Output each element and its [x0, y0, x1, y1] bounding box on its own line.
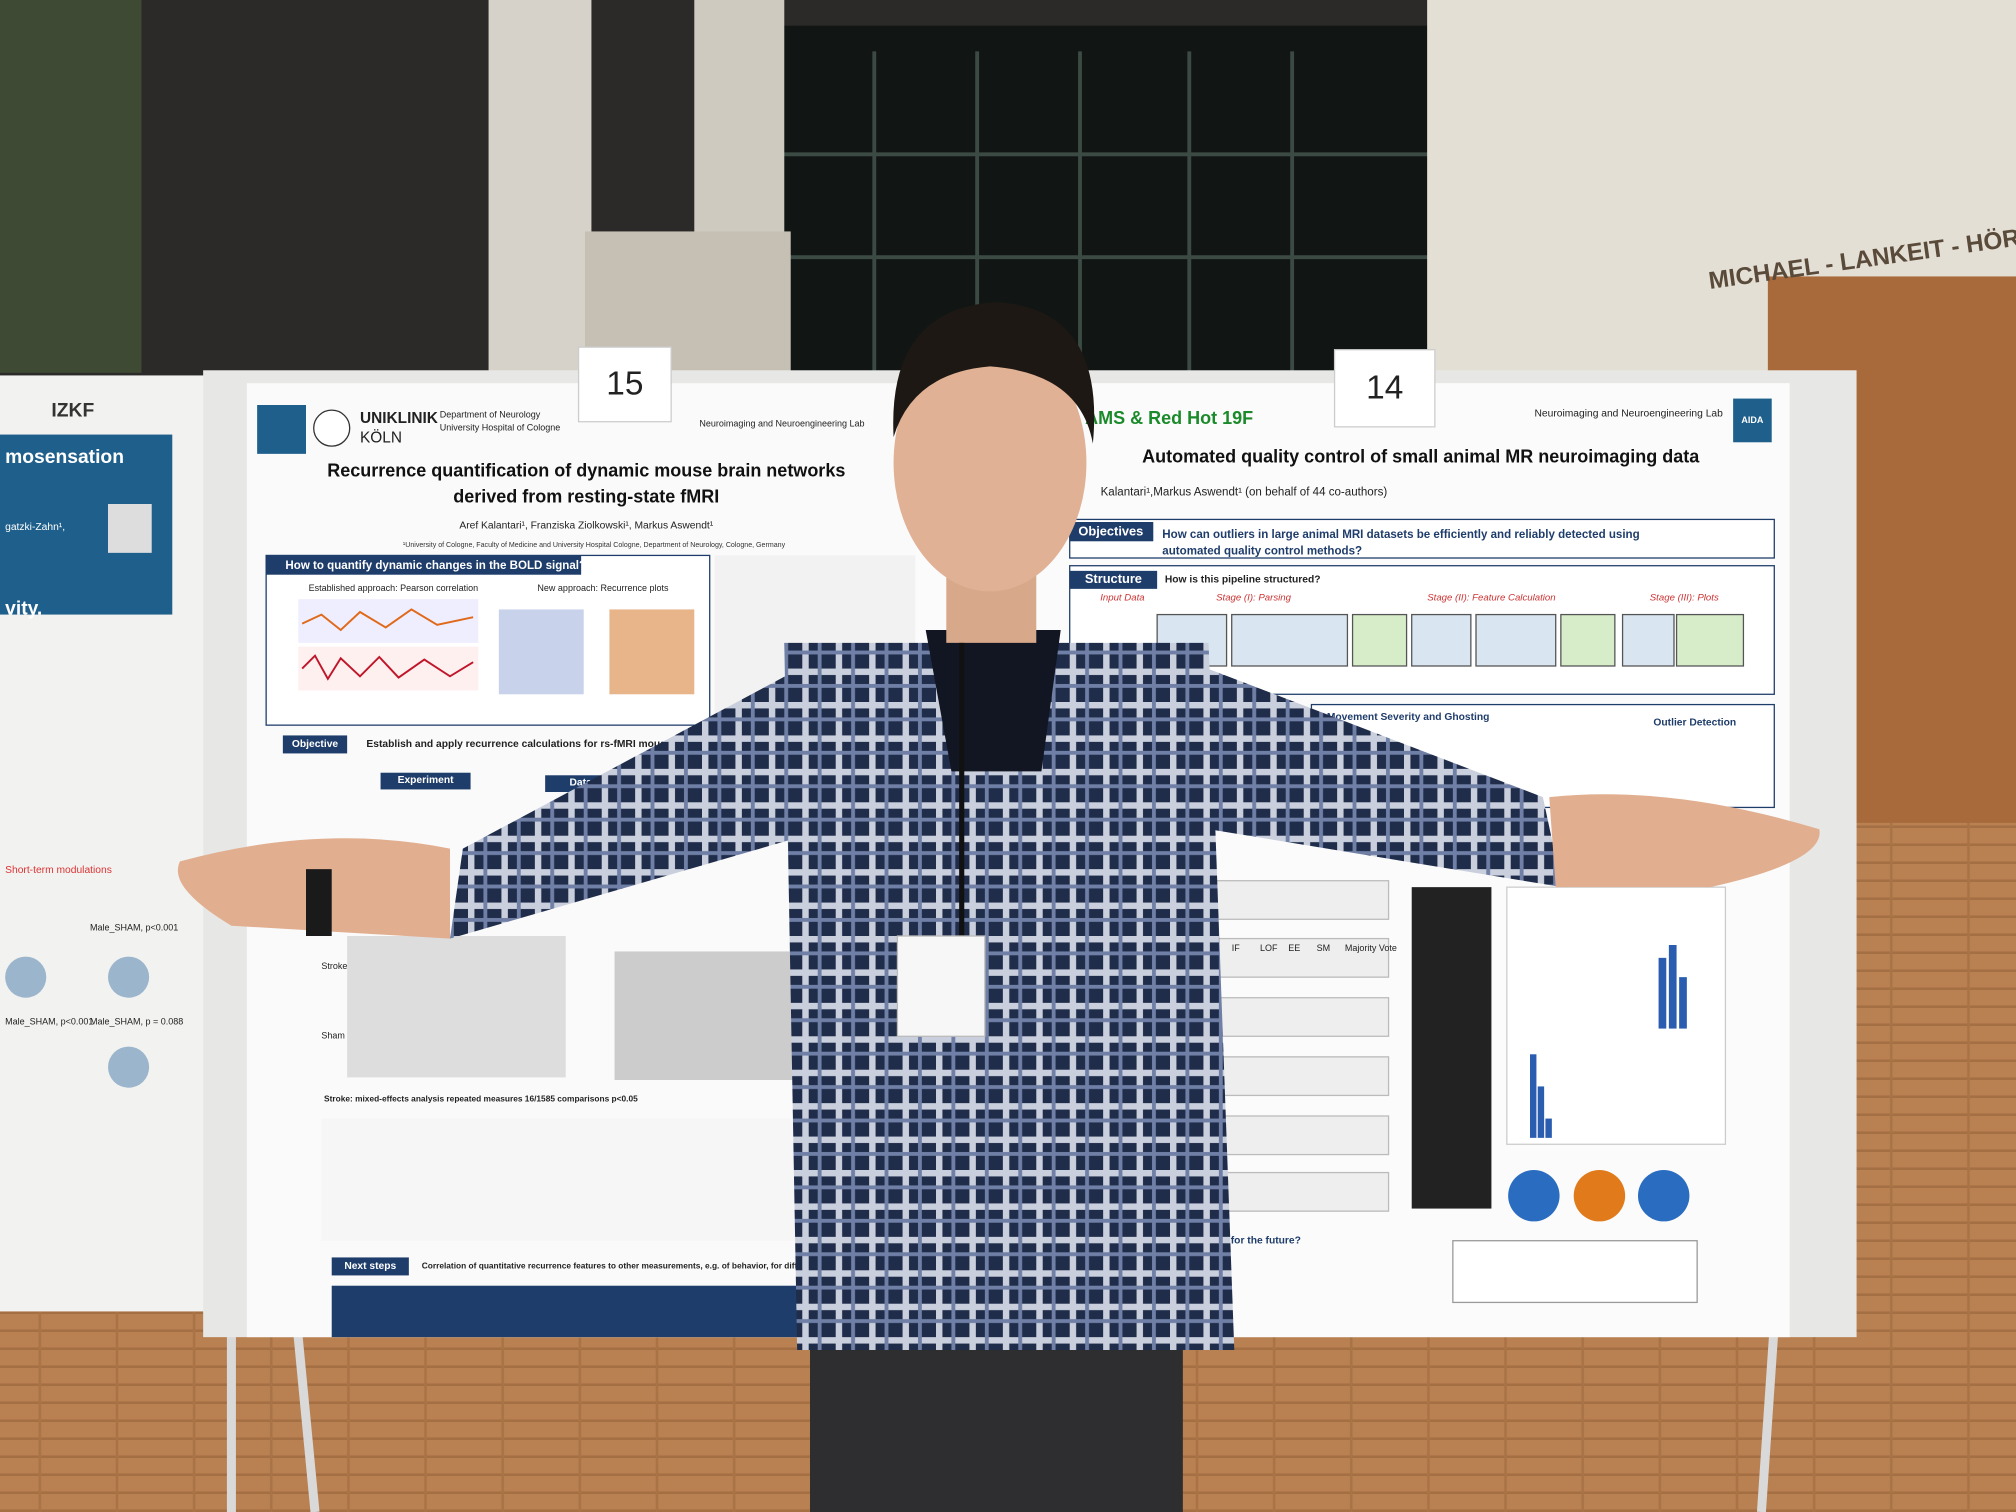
- timeseries-plot: [298, 646, 479, 691]
- boxplots: [321, 1118, 810, 1241]
- table-header: IF: [1232, 943, 1241, 953]
- logo: IZKF: [51, 401, 94, 422]
- label: Established approach: Pearson correlatio…: [309, 583, 479, 593]
- authors: Aref Kalantari¹, Franziska Ziolkowski¹, …: [459, 521, 713, 532]
- pillar: [488, 0, 592, 373]
- person: [177, 302, 1820, 1512]
- timeseries: [301, 608, 474, 632]
- number-card: [1333, 349, 1436, 428]
- recurrence-grid: [614, 951, 808, 1080]
- board-number: 15: [606, 366, 643, 403]
- brain-figure: [108, 1046, 150, 1088]
- heading-fragment: vity.: [5, 599, 42, 620]
- logo-box: [1733, 398, 1772, 443]
- objective: How can outliers in large animal MRI dat…: [1162, 529, 1639, 541]
- section-box: [1069, 518, 1775, 559]
- section-heading: Next steps: [344, 1261, 396, 1272]
- stage-label: Stage (II): Feature Calculation: [1427, 592, 1555, 603]
- section-header: [282, 735, 348, 754]
- number-card: [577, 346, 672, 423]
- lab: Neuroimaging and Neuroengineering Lab: [1535, 409, 1724, 420]
- institution: KÖLN: [360, 429, 402, 447]
- structure-question: How is this pipeline structured?: [1165, 575, 1321, 586]
- recurrence-grid: [347, 936, 566, 1078]
- histogram-bars: [1530, 945, 1687, 1138]
- section-heading: Experiment: [398, 775, 454, 786]
- stage-label: Stage (III): Plots: [1650, 592, 1719, 603]
- logo: AIDA: [1741, 415, 1763, 425]
- poster-title: derived from resting-state fMRI: [453, 486, 719, 506]
- institution: UNIKLINIK: [360, 410, 438, 427]
- affiliation: ¹University of Cologne, Faculty of Medic…: [403, 541, 786, 549]
- recurrence-plot: [609, 609, 695, 695]
- section-header: [1069, 570, 1158, 589]
- next-steps: Correlation of quantitative recurrence f…: [422, 1261, 845, 1271]
- pie: [1638, 1170, 1690, 1222]
- label: New approach: Recurrence plots: [537, 583, 669, 593]
- timeseries: [301, 654, 474, 681]
- window-wall: [771, 25, 1440, 373]
- poster-title: Recurrence quantification of dynamic mou…: [327, 461, 845, 481]
- stat-label: Male_SHAM, p<0.001: [5, 1017, 93, 1027]
- authors: Kalantari¹,Markus Aswendt¹ (on behalf of…: [1101, 486, 1388, 498]
- table-header: Majority Vote: [1345, 943, 1397, 953]
- mri-thumbnails: [1411, 887, 1492, 1209]
- board-number: 14: [1366, 369, 1403, 406]
- poster-title: Automated quality control of small anima…: [1142, 446, 1700, 466]
- lab: Neuroimaging and Neuroengineering Lab: [699, 419, 864, 429]
- matrix-plot: [498, 609, 584, 695]
- group-label: Sham: [321, 1031, 345, 1041]
- stage-label: Input Data: [1100, 592, 1145, 603]
- objective: Establish and apply recurrence calculati…: [366, 739, 723, 750]
- section-header: [331, 1257, 409, 1276]
- section-heading: Movement Severity and Ghosting: [1327, 712, 1490, 723]
- title-fragment: mosensation: [5, 447, 124, 468]
- section-heading: Objectives: [1078, 524, 1143, 539]
- section-heading: ome Ideas for the future?: [1178, 1235, 1301, 1246]
- stat-label: Male_SHAM, p = 0.088: [90, 1017, 183, 1027]
- group-label: Stroke: [321, 961, 347, 971]
- window-frames: [771, 51, 1440, 373]
- table-header: SM: [1317, 943, 1331, 953]
- banner: AMS & Red Hot 19F: [1085, 408, 1253, 428]
- logo: [313, 409, 351, 447]
- section-heading: How to quantify dynamic changes in the B…: [285, 560, 586, 572]
- brain-figure: [108, 956, 150, 998]
- section-heading: Structure: [1085, 571, 1142, 586]
- portrait: [108, 504, 152, 553]
- pipeline-boxes: [1156, 613, 1745, 667]
- section-header: [1069, 522, 1154, 542]
- section-heading: Outlier Detection: [1653, 717, 1736, 728]
- stats-line: Stroke: mixed-effects analysis repeated …: [324, 1093, 638, 1103]
- pie: [1573, 1170, 1626, 1222]
- logo: [257, 405, 306, 454]
- department: University Hospital of Cologne: [440, 423, 561, 433]
- caption: Short-term modulations: [5, 865, 112, 876]
- section-header: [266, 555, 582, 575]
- stage-label: Stage (I): Parsing: [1216, 592, 1292, 603]
- plant-wall: [0, 0, 142, 373]
- objective: automated quality control methods?: [1162, 546, 1362, 558]
- department: Department of Neurology: [440, 410, 541, 420]
- brain-figure: [5, 956, 47, 998]
- table-header: LOF: [1260, 943, 1278, 953]
- section-header: [380, 772, 471, 790]
- stat-label: Male_SHAM, p<0.001: [90, 923, 178, 933]
- author-fragment: gatzki-Zahn¹,: [5, 522, 65, 533]
- section-heading: Objective: [292, 739, 339, 750]
- pie: [1508, 1170, 1560, 1222]
- qr-codes: [1452, 1240, 1698, 1304]
- table-header: EE: [1288, 943, 1300, 953]
